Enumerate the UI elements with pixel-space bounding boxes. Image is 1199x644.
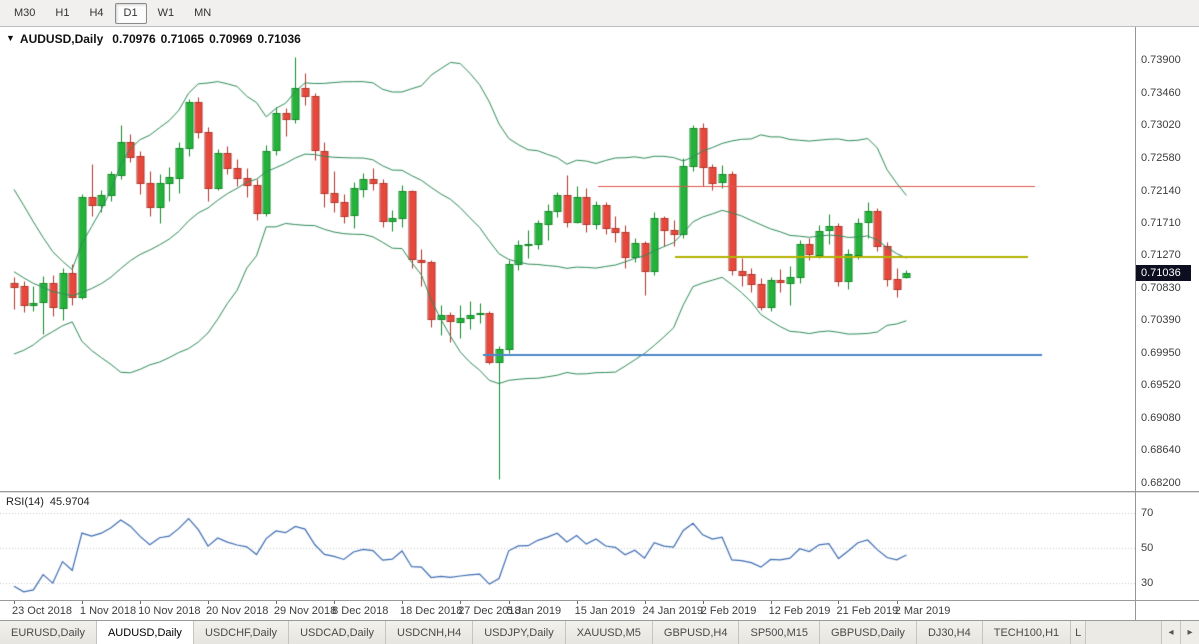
- date-label: 1 Nov 2018: [79, 605, 137, 617]
- price-axis-label: 0.72580: [1141, 151, 1181, 164]
- date-label: 20 Nov 2018: [206, 605, 269, 617]
- rsi-level-label: 30: [1141, 577, 1154, 590]
- chart-tab-audusd-daily[interactable]: AUDUSD,Daily: [96, 621, 194, 644]
- price-axis-label: 0.70390: [1141, 314, 1181, 327]
- ohlc-open: 0.70976: [112, 32, 156, 46]
- time-tick-mark: [14, 601, 15, 604]
- date-label: 8 Dec 2018: [332, 605, 389, 617]
- date-label: 2 Feb 2019: [700, 605, 757, 617]
- time-tick-mark: [334, 601, 335, 604]
- axis-separator-line: [1135, 27, 1136, 620]
- chart-tab-gbpusd-daily[interactable]: GBPUSD,Daily: [819, 621, 917, 644]
- rsi-indicator-pane: RSI(14) 45.9704 70 50 30: [0, 493, 1199, 600]
- chart-tab-usdcad-daily[interactable]: USDCAD,Daily: [289, 621, 387, 644]
- chart-tab-sp500-m15[interactable]: SP500,M15: [739, 621, 820, 644]
- timeframe-button-h4[interactable]: H4: [80, 3, 112, 24]
- price-axis-label: 0.68200: [1141, 477, 1181, 489]
- price-axis-label: 0.69520: [1141, 379, 1181, 392]
- date-label: 18 Dec 2018: [400, 605, 463, 617]
- ohlc-close: 0.71036: [257, 32, 301, 46]
- time-tick-mark: [140, 601, 141, 604]
- price-axis-label: 0.73460: [1141, 86, 1181, 99]
- time-tick-mark: [771, 601, 772, 604]
- rsi-level-label: 50: [1141, 542, 1154, 555]
- timeframe-button-w1[interactable]: W1: [149, 3, 184, 24]
- time-tick-mark: [208, 601, 209, 604]
- rsi-indicator-title: RSI(14) 45.9704: [6, 496, 90, 508]
- date-label: 2 Mar 2019: [894, 605, 951, 617]
- rsi-chart-canvas[interactable]: [0, 493, 1135, 600]
- time-tick-mark: [838, 601, 839, 604]
- rsi-value: 45.9704: [49, 496, 90, 508]
- time-tick-mark: [402, 601, 403, 604]
- ohlc-high: 0.71065: [160, 32, 205, 46]
- date-label: 12 Feb 2019: [768, 605, 831, 617]
- chart-tabs-bar: EURUSD,Daily AUDUSD,Daily USDCHF,Daily USDC…: [0, 620, 1199, 644]
- date-label: 21 Feb 2019: [836, 605, 899, 617]
- date-label: 29 Nov 2018: [273, 605, 337, 617]
- chart-tab-usdchf-daily[interactable]: USDCHF,Daily: [193, 621, 290, 644]
- current-price-badge: 0.71036: [1135, 264, 1191, 281]
- time-tick-mark: [276, 601, 277, 604]
- chart-tab-xauusd-m5[interactable]: XAUUSD,M5: [565, 621, 653, 644]
- chart-tab-gbpusd-h4[interactable]: GBPUSD,H4: [652, 621, 740, 644]
- timeframe-button-d1[interactable]: D1: [114, 2, 147, 24]
- chart-tab-l[interactable]: L: [1071, 621, 1087, 644]
- time-tick-mark: [703, 601, 704, 604]
- timeframe-button-h1[interactable]: H1: [46, 3, 78, 24]
- price-axis[interactable]: 0.73900 0.73460 0.73020 0.72580 0.72140 0.717…: [1135, 27, 1199, 491]
- chart-ohlc-title: ▼ AUDUSD,Daily 0.70976 0.71065 0.70969 0…: [6, 32, 301, 46]
- tabs-scroll-right-icon[interactable]: ▸: [1180, 621, 1199, 644]
- symbol-marker-icon: ▼: [6, 33, 15, 43]
- price-axis-label: 0.72140: [1141, 184, 1181, 197]
- date-label: 23 Oct 2018: [12, 605, 72, 617]
- price-axis-label: 0.73020: [1141, 119, 1181, 132]
- chart-tab-eurusd-daily[interactable]: EURUSD,Daily: [0, 621, 97, 644]
- time-tick-mark: [645, 601, 646, 604]
- price-axis-label: 0.73900: [1141, 54, 1181, 66]
- chart-tab-dj30-h4[interactable]: DJ30,H4: [916, 621, 983, 644]
- time-tick-mark: [577, 601, 578, 604]
- chart-tab-tech100-h1[interactable]: TECH100,H1: [982, 621, 1072, 644]
- rsi-axis[interactable]: 70 50 30: [1135, 493, 1199, 600]
- price-axis-label: 0.70830: [1141, 281, 1181, 294]
- time-tick-mark: [897, 601, 898, 604]
- chart-tab-usdcnh-h4[interactable]: USDCNH,H4: [386, 621, 474, 644]
- time-tick-mark: [82, 601, 83, 604]
- time-axis[interactable]: 23 Oct 2018 1 Nov 2018 10 Nov 2018 20 Nov 2…: [0, 600, 1199, 620]
- pane-splitter[interactable]: [0, 491, 1199, 493]
- timeframe-toolbar: M30 H1 H4 D1 W1 MN: [0, 0, 1199, 27]
- date-label: 15 Jan 2019: [574, 605, 636, 617]
- symbol-title: AUDUSD,Daily: [19, 32, 104, 46]
- date-label: 5 Jan 2019: [506, 605, 562, 617]
- price-axis-label: 0.71270: [1141, 249, 1181, 262]
- tab-scroll-arrows: ◂ ▸: [1161, 621, 1199, 644]
- rsi-level-label: 70: [1141, 507, 1154, 520]
- price-chart-canvas[interactable]: [0, 27, 1135, 491]
- time-tick-mark: [509, 601, 510, 604]
- chart-tab-usdjpy-daily[interactable]: USDJPY,Daily: [473, 621, 566, 644]
- timeframe-button-mn[interactable]: MN: [185, 3, 220, 24]
- timeframe-button-m30[interactable]: M30: [5, 3, 44, 24]
- time-tick-mark: [460, 601, 461, 604]
- price-axis-label: 0.69080: [1141, 411, 1181, 424]
- ohlc-low: 0.70969: [209, 32, 253, 46]
- price-axis-label: 0.69950: [1141, 347, 1181, 360]
- price-chart-pane: ▼ AUDUSD,Daily 0.70976 0.71065 0.70969 0…: [0, 27, 1199, 491]
- date-label: 27 Dec 2018: [458, 605, 521, 617]
- rsi-name: RSI(14): [6, 496, 44, 508]
- price-axis-label: 0.71710: [1141, 216, 1181, 229]
- price-axis-label: 0.68640: [1141, 444, 1181, 457]
- tabs-scroll-left-icon[interactable]: ◂: [1161, 621, 1180, 644]
- date-label: 10 Nov 2018: [138, 605, 201, 617]
- date-label: 24 Jan 2019: [642, 605, 704, 617]
